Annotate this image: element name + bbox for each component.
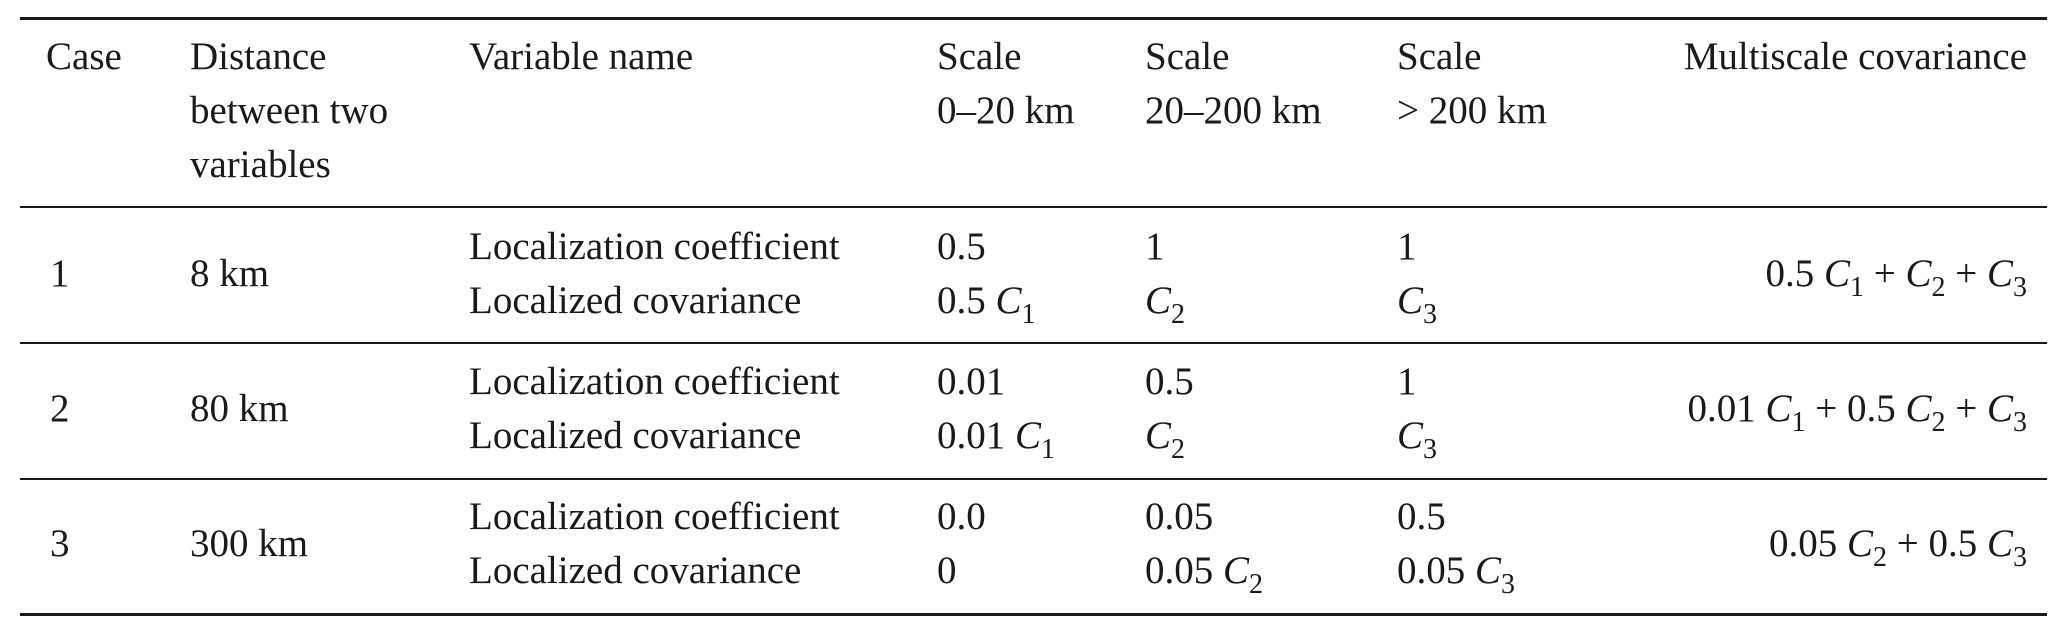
header-scale-20-200: Scale 20–200 km — [1145, 35, 1322, 132]
row2-scale-0-20: 0.01 0.01 C1 — [937, 360, 1056, 465]
header-scale-gt-200: Scale > 200 km — [1397, 35, 1547, 132]
row1-multiscale: 0.5 C1 + C2 + C3 — [1765, 252, 2027, 303]
row1-variable-names: Localization coefficient Localized covar… — [469, 225, 840, 322]
row3-multiscale: 0.05 C2 + 0.5 C3 — [1768, 522, 2027, 573]
row2-scale-20-200: 0.5 C2 — [1145, 360, 1194, 465]
row3-scale-0-20: 0.0 0 — [937, 495, 986, 592]
row3-variable-names: Localization coefficient Localized covar… — [469, 495, 840, 592]
row2-variable-names: Localization coefficient Localized covar… — [469, 360, 840, 457]
header-rule — [20, 206, 2047, 208]
row1-case: 1 — [50, 252, 70, 295]
top-rule — [20, 17, 2047, 20]
row3-case: 3 — [50, 522, 70, 565]
row3-scale-gt-200: 0.5 0.05 C3 — [1397, 495, 1516, 600]
row1-distance: 8 km — [190, 252, 270, 295]
row2-case: 2 — [50, 387, 70, 430]
row2-distance: 80 km — [190, 387, 289, 430]
row1-scale-gt-200: 1 C3 — [1397, 225, 1438, 330]
bottom-rule — [20, 613, 2047, 616]
row-rule-1 — [20, 342, 2047, 344]
row2-scale-gt-200: 1 C3 — [1397, 360, 1438, 465]
header-multiscale-covariance: Multiscale covariance — [1683, 35, 2027, 78]
multiscale-localization-table: Case Distance between two variables Vari… — [20, 0, 2047, 634]
header-distance: Distance between two variables — [190, 35, 389, 186]
header-case: Case — [46, 35, 122, 78]
row3-distance: 300 km — [190, 522, 309, 565]
row2-multiscale: 0.01 C1 + 0.5 C2 + C3 — [1687, 387, 2027, 438]
row3-scale-20-200: 0.05 0.05 C2 — [1145, 495, 1264, 600]
header-variable-name: Variable name — [469, 35, 694, 78]
row1-scale-0-20: 0.5 0.5 C1 — [937, 225, 1036, 330]
header-scale-0-20: Scale 0–20 km — [937, 35, 1075, 132]
row-rule-2 — [20, 478, 2047, 480]
row1-scale-20-200: 1 C2 — [1145, 225, 1186, 330]
